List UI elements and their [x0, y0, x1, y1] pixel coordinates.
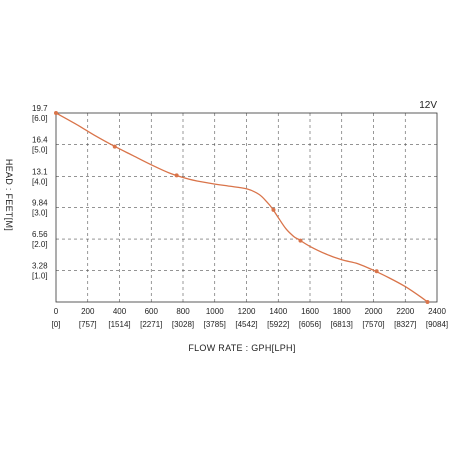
- y-tick-label: 13.1: [32, 167, 48, 176]
- data-point: [174, 173, 179, 178]
- y-tick-sublabel: [6.0]: [32, 114, 48, 123]
- x-axis-title: FLOW RATE : GPH[LPH]: [188, 343, 295, 353]
- data-point: [112, 144, 117, 149]
- x-tick-sublabel: [3785]: [204, 320, 226, 329]
- y-tick-sublabel: [5.0]: [32, 146, 48, 155]
- y-tick-sublabel: [4.0]: [32, 177, 48, 186]
- x-tick-sublabel: [0]: [52, 320, 61, 329]
- series-layer: [54, 111, 430, 304]
- x-tick-label: 800: [176, 307, 190, 316]
- x-tick-label: 1200: [238, 307, 256, 316]
- x-tick-label: 400: [113, 307, 127, 316]
- x-tick-sublabel: [5922]: [267, 320, 289, 329]
- data-point: [425, 300, 430, 304]
- y-tick-label: 16.4: [32, 136, 48, 145]
- data-point: [374, 269, 379, 274]
- y-tick-label: 3.28: [32, 262, 48, 271]
- x-tick-label: 1000: [206, 307, 224, 316]
- plot-frame: [55, 112, 438, 303]
- x-tick-label: 2200: [396, 307, 414, 316]
- x-tick-label: 200: [81, 307, 95, 316]
- y-tick-label: 9.84: [32, 199, 48, 208]
- x-tick-sublabel: [6813]: [331, 320, 353, 329]
- x-tick-sublabel: [3028]: [172, 320, 194, 329]
- x-tick-label: 2000: [365, 307, 383, 316]
- y-tick-sublabel: [1.0]: [32, 272, 48, 281]
- y-axis-title: HEAD : FEET[M]: [4, 159, 14, 231]
- x-tick-sublabel: [4542]: [235, 320, 257, 329]
- x-tick-label: 1400: [269, 307, 287, 316]
- series-line: [55, 112, 428, 303]
- y-axis-ticks: 19.7[6.0] 16.4[5.0] 13.1[4.0] 9.84[3.0] 6.56…: [32, 104, 48, 281]
- x-tick-sublabel: [9084]: [426, 320, 448, 329]
- x-axis-ticks: 0 [0] 200 [757] 400 [1514] 600 [2271] 800 [3028] 1…: [52, 307, 449, 329]
- y-tick-label: 6.56: [32, 230, 48, 239]
- x-tick-sublabel: [2271]: [140, 320, 162, 329]
- grid-lines: [56, 113, 437, 302]
- voltage-annotation: 12V: [419, 100, 437, 111]
- y-tick-label: 19.7: [32, 104, 48, 113]
- data-point: [54, 111, 58, 115]
- y-tick-sublabel: [3.0]: [32, 209, 48, 218]
- x-tick-sublabel: [7570]: [362, 320, 384, 329]
- x-tick-sublabel: [1514]: [108, 320, 130, 329]
- x-tick-label: 1600: [301, 307, 319, 316]
- x-tick-label: 0: [54, 307, 59, 316]
- x-tick-label: 2400: [428, 307, 446, 316]
- x-tick-label: 1800: [333, 307, 351, 316]
- x-tick-sublabel: [8327]: [394, 320, 416, 329]
- data-point: [271, 207, 276, 212]
- x-tick-sublabel: [6056]: [299, 320, 321, 329]
- y-tick-sublabel: [2.0]: [32, 240, 48, 249]
- x-tick-label: 600: [145, 307, 159, 316]
- data-point: [298, 238, 303, 243]
- x-tick-sublabel: [757]: [79, 320, 97, 329]
